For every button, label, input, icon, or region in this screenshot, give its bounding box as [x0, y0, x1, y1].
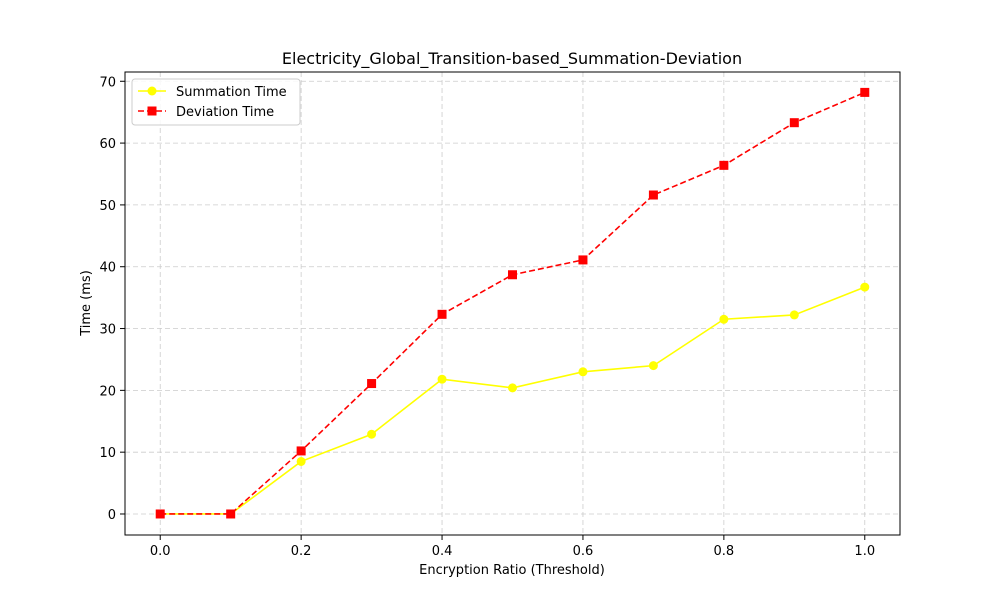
summation-time-point [719, 314, 729, 324]
summation-time-point [296, 456, 306, 466]
deviation-time-point [367, 379, 377, 389]
y-tick-label: 20 [99, 384, 116, 399]
y-tick-label: 0 [108, 508, 116, 523]
chart-title: Electricity_Global_Transition-based_Summ… [282, 49, 742, 69]
y-tick-label: 30 [99, 323, 116, 338]
series-layer [155, 87, 870, 519]
deviation-time-line [160, 91, 866, 515]
deviation-time-point [155, 509, 165, 519]
x-tick-label: 0.0 [150, 544, 171, 559]
legend-deviation-time-marker [147, 106, 157, 116]
plot-frame [124, 71, 901, 536]
y-tick-label: 60 [99, 137, 116, 152]
x-tick-label: 0.6 [573, 544, 594, 559]
y-tick-label: 50 [99, 199, 116, 214]
y-tick-label: 70 [99, 75, 116, 90]
legend-deviation-time-label: Deviation Time [176, 105, 274, 120]
x-tick-label: 0.2 [291, 544, 312, 559]
deviation-time-point [296, 446, 306, 456]
y-tick-label: 10 [99, 446, 116, 461]
legend-box [131, 78, 301, 126]
deviation-time-point [719, 160, 729, 170]
summation-time-point [578, 367, 588, 377]
deviation-time-point [508, 270, 517, 280]
deviation-time-point [789, 118, 799, 128]
legend-summation-time-label: Summation Time [176, 85, 287, 100]
x-axis-label: Encryption Ratio (Threshold) [419, 563, 605, 578]
deviation-time-point [860, 87, 870, 97]
axis-ticks: 0.0 0.2 0.4 0.6 0.8 1.0 0 10 20 30 40 50 60 70 [99, 75, 875, 559]
grid-lines [125, 72, 900, 535]
summation-time-point [437, 374, 447, 384]
summation-time-point [367, 429, 377, 439]
deviation-time-point [578, 255, 588, 265]
deviation-time-point [648, 190, 658, 200]
y-tick-label: 40 [99, 261, 116, 276]
deviation-time-point [437, 309, 447, 319]
summation-time-point [860, 282, 870, 292]
summation-time-point [508, 383, 517, 393]
deviation-time-point [226, 509, 236, 519]
legend-summation-time-marker [147, 86, 157, 96]
x-tick-label: 1.0 [854, 544, 875, 559]
summation-time-line [160, 286, 866, 515]
summation-time-point [789, 310, 799, 320]
x-tick-label: 0.8 [714, 544, 735, 559]
summation-time-point [648, 361, 658, 371]
y-axis-label: Time (ms) [79, 270, 94, 337]
legend: Summation Time Deviation Time [131, 78, 301, 126]
x-tick-label: 0.4 [432, 544, 453, 559]
